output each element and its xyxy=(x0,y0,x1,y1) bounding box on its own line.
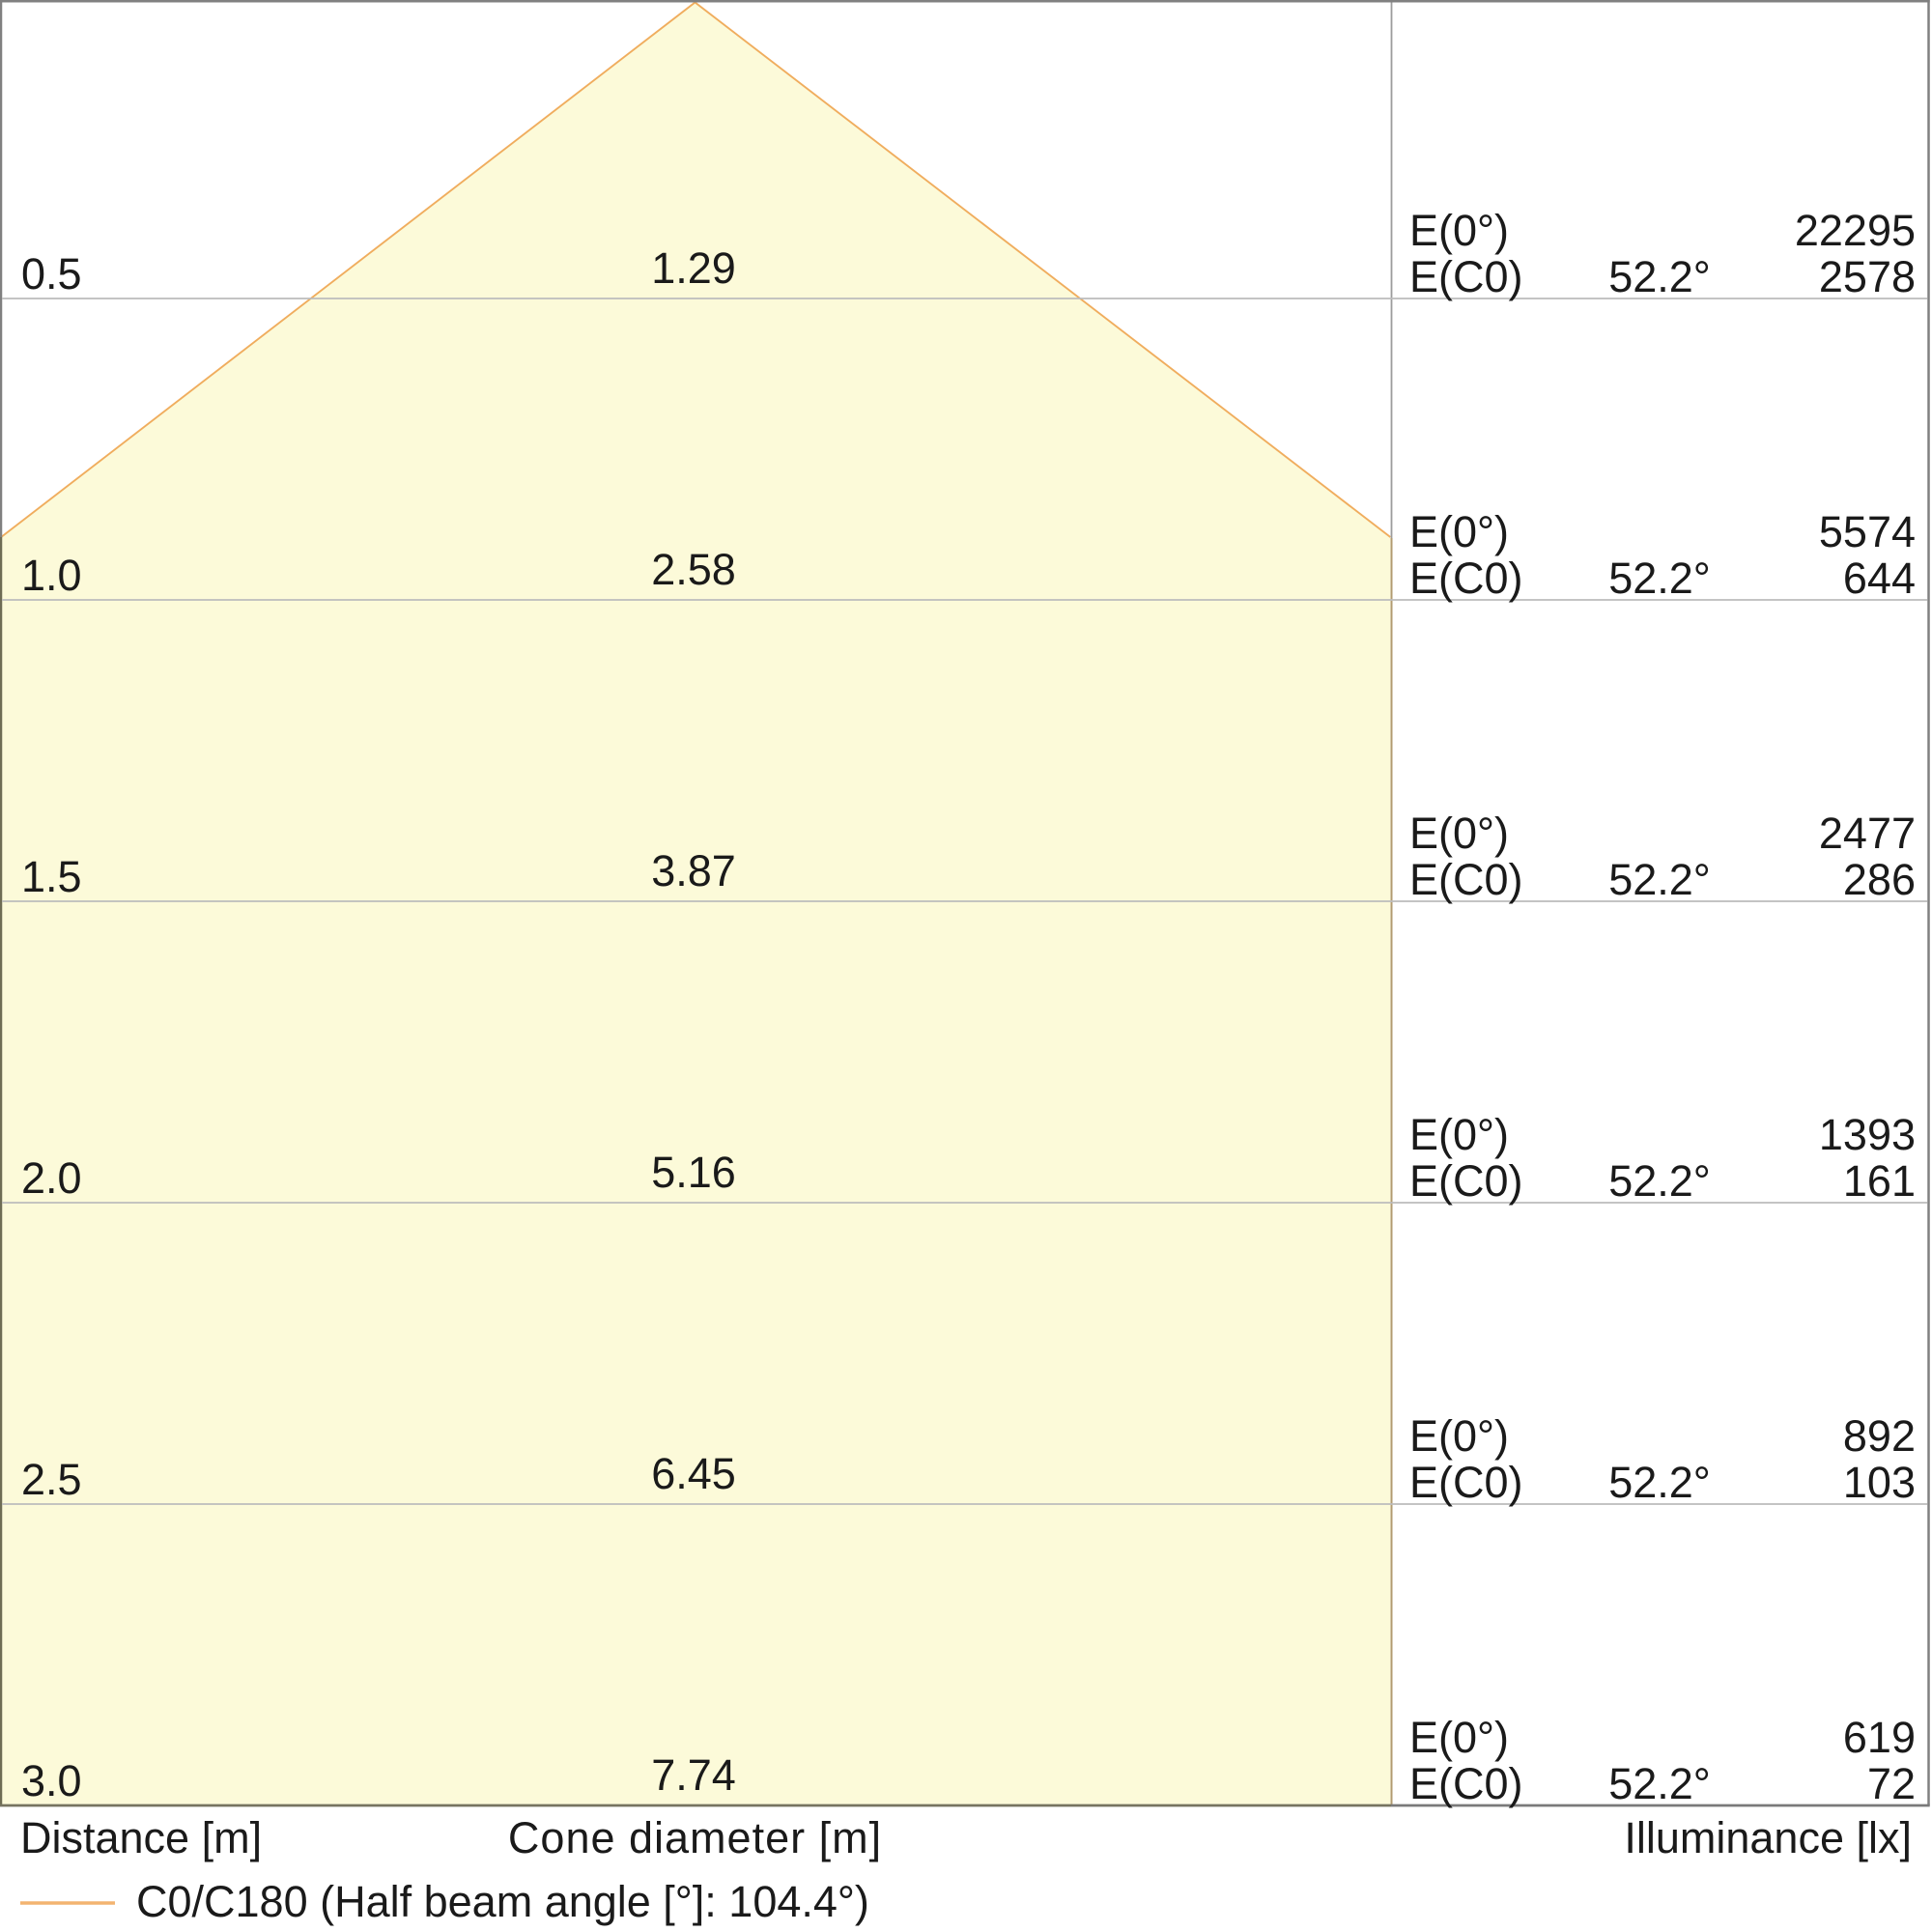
svg-text:52.2°: 52.2° xyxy=(1608,1156,1711,1206)
svg-text:3.87: 3.87 xyxy=(651,846,736,895)
svg-text:52.2°: 52.2° xyxy=(1608,855,1711,904)
svg-text:52.2°: 52.2° xyxy=(1608,554,1711,603)
svg-text:7.74: 7.74 xyxy=(651,1750,736,1800)
svg-text:0.5: 0.5 xyxy=(21,249,82,298)
svg-text:1.29: 1.29 xyxy=(651,243,736,293)
svg-text:619: 619 xyxy=(1843,1713,1916,1762)
svg-text:E(0°): E(0°) xyxy=(1409,206,1509,255)
svg-text:E(0°): E(0°) xyxy=(1409,507,1509,556)
svg-text:2.0: 2.0 xyxy=(21,1153,82,1203)
svg-text:22295: 22295 xyxy=(1795,206,1916,255)
svg-text:103: 103 xyxy=(1843,1458,1916,1507)
svg-text:Illuminance [lx]: Illuminance [lx] xyxy=(1624,1813,1912,1862)
svg-text:Distance [m]: Distance [m] xyxy=(20,1813,262,1862)
svg-text:E(0°): E(0°) xyxy=(1409,1713,1509,1762)
svg-text:2.58: 2.58 xyxy=(651,545,736,594)
svg-text:286: 286 xyxy=(1843,855,1916,904)
svg-text:1393: 1393 xyxy=(1819,1110,1916,1159)
svg-text:E(C0): E(C0) xyxy=(1409,252,1523,301)
svg-text:E(0°): E(0°) xyxy=(1409,1411,1509,1461)
svg-text:E(C0): E(C0) xyxy=(1409,554,1523,603)
svg-text:1.5: 1.5 xyxy=(21,852,82,901)
svg-text:2578: 2578 xyxy=(1819,252,1916,301)
svg-text:644: 644 xyxy=(1843,554,1916,603)
svg-text:892: 892 xyxy=(1843,1411,1916,1461)
svg-text:161: 161 xyxy=(1843,1156,1916,1206)
svg-text:5574: 5574 xyxy=(1819,507,1916,556)
svg-text:E(0°): E(0°) xyxy=(1409,809,1509,858)
svg-text:2477: 2477 xyxy=(1819,809,1916,858)
svg-text:1.0: 1.0 xyxy=(21,551,82,600)
svg-text:52.2°: 52.2° xyxy=(1608,1458,1711,1507)
svg-text:E(C0): E(C0) xyxy=(1409,855,1523,904)
svg-text:C0/C180 (Half beam angle [°]:: C0/C180 (Half beam angle [°]: 104.4°) xyxy=(136,1877,869,1926)
svg-text:E(0°): E(0°) xyxy=(1409,1110,1509,1159)
svg-text:Cone diameter [m]: Cone diameter [m] xyxy=(508,1813,882,1862)
svg-text:52.2°: 52.2° xyxy=(1608,1759,1711,1808)
svg-text:2.5: 2.5 xyxy=(21,1455,82,1504)
svg-text:3.0: 3.0 xyxy=(21,1756,82,1805)
svg-text:E(C0): E(C0) xyxy=(1409,1458,1523,1507)
svg-text:E(C0): E(C0) xyxy=(1409,1156,1523,1206)
svg-text:E(C0): E(C0) xyxy=(1409,1759,1523,1808)
svg-text:52.2°: 52.2° xyxy=(1608,252,1711,301)
svg-text:72: 72 xyxy=(1867,1759,1916,1808)
svg-text:5.16: 5.16 xyxy=(651,1148,736,1197)
svg-text:6.45: 6.45 xyxy=(651,1449,736,1498)
